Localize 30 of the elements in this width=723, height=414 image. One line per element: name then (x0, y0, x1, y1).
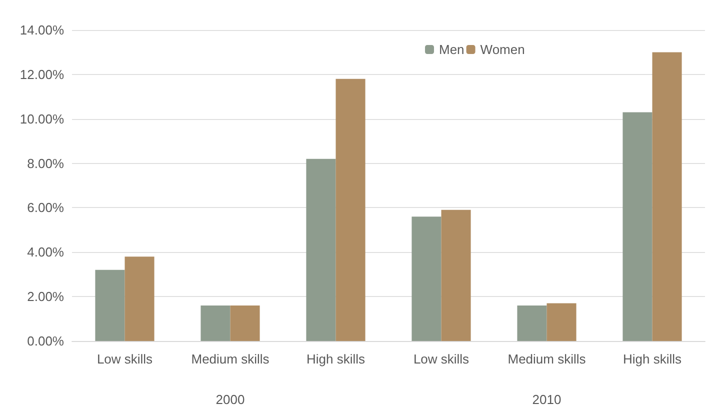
bar (230, 305, 260, 341)
text: 2010 (532, 392, 562, 407)
bar (517, 305, 547, 341)
bar (412, 216, 442, 341)
legend-label: Men (439, 42, 464, 57)
bar (652, 52, 682, 341)
legend-label: Women (480, 42, 525, 57)
bar (336, 78, 366, 341)
bar (95, 270, 125, 341)
y-tick-label: 14.00% (20, 22, 64, 38)
bar (306, 158, 336, 341)
y-tick-label: 12.00% (20, 66, 64, 82)
y-tick-label: 10.00% (20, 111, 64, 126)
x-tick-label: High skills (622, 352, 682, 366)
bar (622, 112, 652, 341)
x-tick-label: High skills (306, 352, 366, 366)
bar (546, 303, 576, 341)
bar (200, 305, 230, 341)
x-tick-label: Low skills (413, 352, 470, 366)
y-tick-label: 4.00% (27, 244, 64, 260)
y-tick-label: 2.00% (27, 289, 64, 304)
y-tick-label: 6.00% (27, 200, 64, 216)
x-tick-label: Low skills (96, 352, 154, 366)
bar (441, 210, 471, 341)
text: 2000 (216, 392, 245, 407)
x-tick-label: Medium skills (508, 352, 586, 366)
y-tick-label: 0.00% (27, 334, 64, 348)
x-tick-label: Medium skills (191, 352, 270, 366)
y-tick-label: 8.00% (27, 156, 64, 171)
bar (124, 256, 154, 341)
